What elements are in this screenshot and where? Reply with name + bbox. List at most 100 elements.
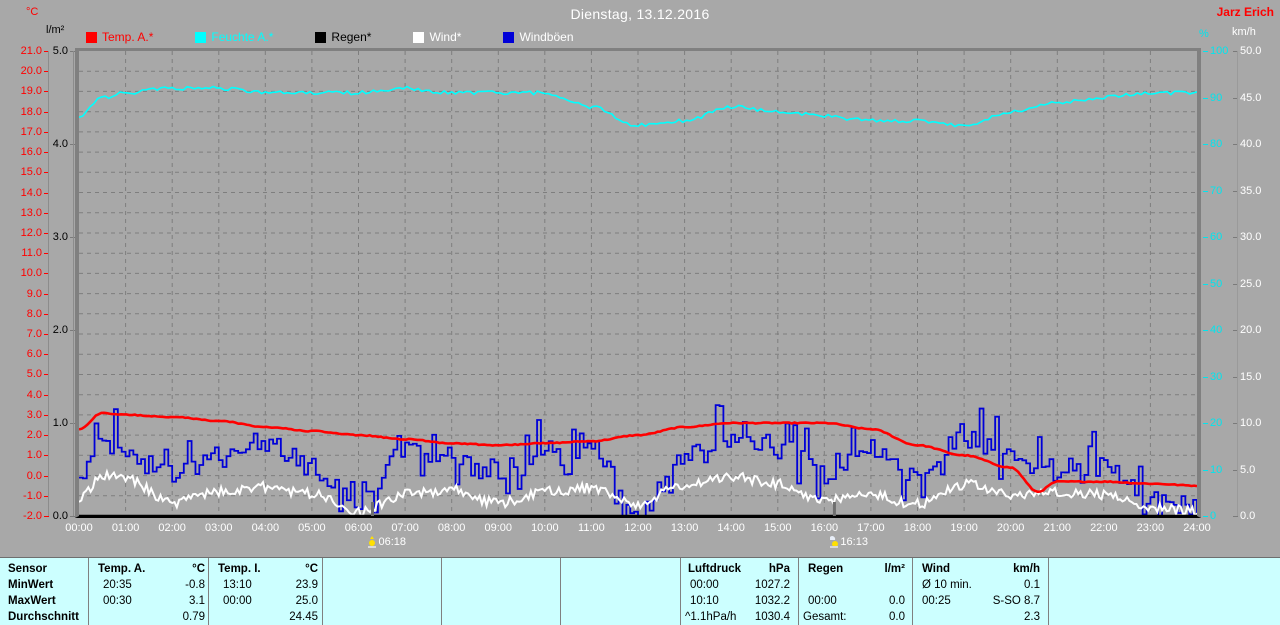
axis-tick-mark [70,237,75,238]
axis-tick-label: 15.0 [1240,370,1262,383]
sunset-icon [830,536,839,548]
table-cell: 0.0 [889,611,905,623]
axis-tick-label: 12.0 [20,226,42,239]
table-cell: 10:10 [690,595,719,607]
table-cell: Ø 10 min. [922,579,972,591]
legend-swatch-icon [86,31,97,43]
axis-tick-label: 16.0 [20,146,42,159]
axis-tick-label: 80 [1210,138,1223,150]
x-axis-tick-label: 09:00 [484,522,513,534]
x-axis-tick-label: 10:00 [531,522,559,534]
table-cell: 3.1 [189,595,205,607]
series-line-temperature [79,411,1197,494]
x-axis-tick-label: 18:00 [903,522,932,534]
axis-tick-label: 9.0 [26,287,42,300]
series-line-humidity [79,85,1197,128]
table-cell: °C [305,563,318,575]
axis-tick-mark [44,273,49,275]
table-cell: Regen [808,563,844,575]
legend-item-temp-aussen[interactable]: Temp. A.* [86,30,153,44]
axis-tick-label: 8.0 [26,307,42,320]
axis-tick-mark [1233,423,1238,424]
legend-label: Wind* [429,30,462,44]
table-cell: S-SO 8.7 [992,595,1040,607]
x-axis-tick-label: 24:00 [1183,522,1211,534]
x-axis-tick-label: 23:00 [1136,522,1165,534]
table-cell: 00:00 [690,579,719,591]
axis-tick-label: 13.0 [20,206,42,219]
legend-swatch-icon [315,31,327,43]
axis-tick-mark [1233,144,1238,145]
axis-tick-label: 1.0 [52,417,68,429]
axis-tick-mark [1203,283,1208,285]
axis-tick-mark [44,414,49,416]
x-axis-tick-label: 07:00 [391,522,419,534]
axis-tick-mark [1203,330,1208,331]
table-cell: 00:00 [808,595,837,607]
axis-tick-mark [70,51,75,52]
axis-tick-label: 30 [1210,370,1223,383]
axis-tick-label: 3.0 [26,408,42,421]
table-cell: 1032.2 [754,595,790,607]
table-cell: hPa [768,563,790,575]
x-axis-tick-label: 12:00 [624,522,652,534]
legend-label: Feuchte A.* [211,30,274,44]
x-axis-tick-label: 22:00 [1090,522,1118,534]
axis-tick-mark [44,313,49,315]
axis-tick-mark [44,394,49,396]
axis-tick-label: 5.0 [1240,463,1256,476]
axis-unit-celsius: °C [26,6,39,18]
axis-tick-label: 2.0 [52,324,68,336]
axis-tick-mark [44,232,49,234]
chart-canvas [79,51,1197,516]
axis-tick-label: 4.0 [26,388,42,401]
summary-table: Sensor MinWert MaxWert Durchschnitt Temp. A.… [0,557,1280,625]
legend-label: Temp. A.* [102,30,154,44]
axis-tick-mark [44,51,49,52]
legend-item-regen[interactable]: Regen* [315,30,371,44]
x-axis-tick-label: 14:00 [717,522,745,534]
axis-tick-mark [1233,376,1238,378]
table-column-divider [560,558,561,625]
axis-tick-label: 20.0 [20,65,42,78]
axis-tick-mark [1233,516,1238,517]
x-axis-tick-label: 03:00 [204,522,233,534]
axis-tick-mark [1203,190,1208,192]
legend-item-windboeen[interactable]: Windböen [503,30,574,44]
axis-unit-rain: l/m² [46,24,65,36]
axis-tick-mark [1233,237,1238,238]
axis-tick-mark [44,91,49,93]
axis-tick-label: 25.0 [1240,277,1262,290]
x-axis-tick-label: 17:00 [857,522,885,534]
axis-tick-mark [44,172,49,174]
x-axis-tick-label: 11:00 [578,522,605,534]
legend-swatch-icon [413,31,425,43]
axis-tick-mark [44,131,49,133]
legend-item-wind[interactable]: Wind* [413,30,461,44]
table-cell: 00:00 [223,595,252,607]
axis-unit-wind: km/h [1232,26,1256,38]
table-cell: Wind [922,563,950,575]
table-cell: Temp. A. [98,563,146,575]
axis-tick-mark [70,423,75,424]
x-axis-tick-label: 00:00 [65,522,93,534]
axis-tick-label: 0.0 [52,510,68,522]
chart-plot-area[interactable] [75,48,1201,518]
axis-ruler-line [1237,51,1238,516]
axis-tick-label: 20.0 [1240,324,1262,336]
table-column-divider [798,558,799,625]
axis-tick-label: 45.0 [1240,91,1262,104]
axis-tick-mark [44,71,49,73]
table-column-divider [208,558,209,625]
axis-tick-label: 5.0 [52,45,68,57]
axis-tick-label: 7.0 [26,328,42,341]
legend-item-feuchte-aussen[interactable]: Feuchte A.* [195,30,273,44]
table-cell: 1030.4 [754,611,790,623]
page-title: Dienstag, 13.12.2016 [570,6,710,22]
axis-tick-mark [44,516,49,517]
axis-tick-mark [70,330,75,331]
sunrise-time: 06:18 [378,536,406,548]
axis-tick-label: 35.0 [1240,184,1262,197]
axis-tick-mark [44,435,49,437]
chart-legend: Temp. A.* Feuchte A.* Regen* Wind* Windb… [86,30,616,44]
